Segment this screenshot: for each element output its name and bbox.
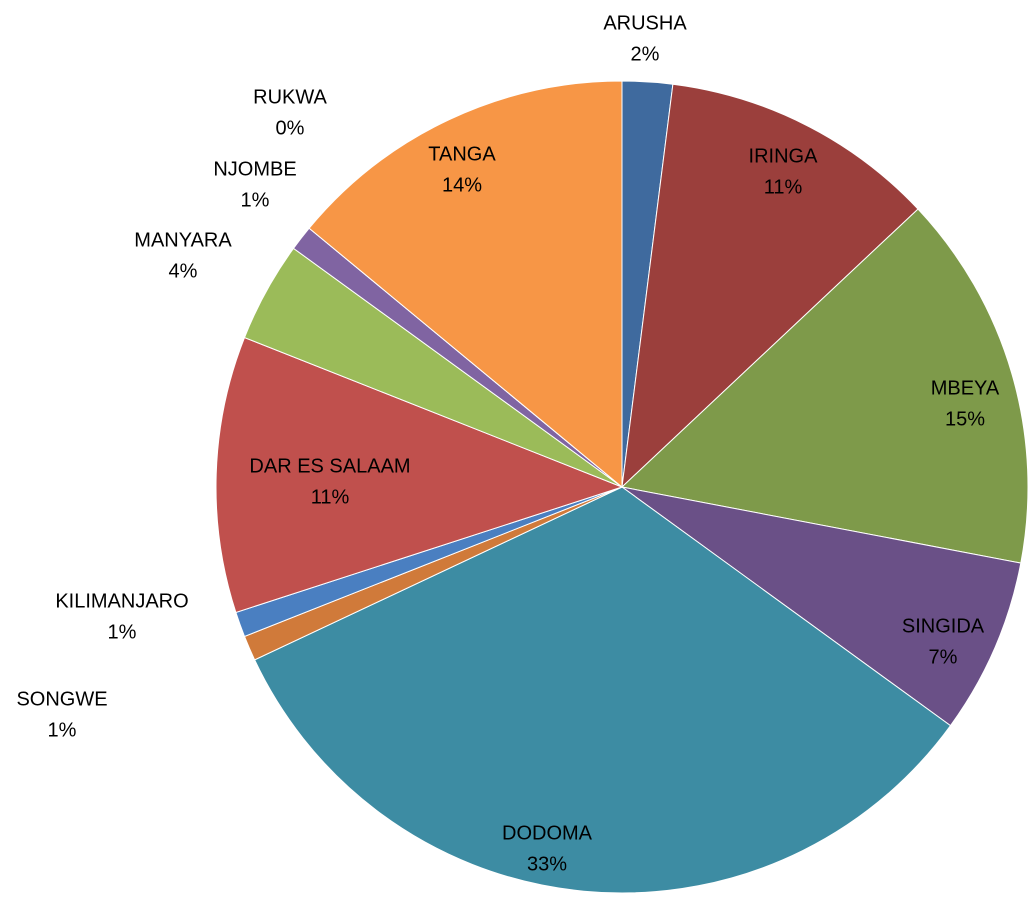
slice-value-label: 0% xyxy=(276,117,305,139)
slice-value-label: 15% xyxy=(945,408,985,430)
slice-value-label: 1% xyxy=(48,719,77,741)
slice-label: ARUSHA xyxy=(603,12,687,34)
slice-label: KILIMANJARO xyxy=(55,590,188,612)
slice-value-label: 11% xyxy=(764,176,803,198)
slice-label: RUKWA xyxy=(253,86,327,108)
slice-value-label: 11% xyxy=(311,486,350,508)
slice-label: MANYARA xyxy=(134,229,232,251)
pie-slice xyxy=(620,208,1029,564)
slice-label: TANGA xyxy=(428,143,496,165)
pie-slice xyxy=(215,336,624,614)
slice-label: SINGIDA xyxy=(902,615,985,637)
slice-value-label: 1% xyxy=(241,189,270,211)
slice-value-label: 4% xyxy=(169,260,198,282)
slice-label: DODOMA xyxy=(502,822,593,844)
slice-value-label: 2% xyxy=(631,43,660,65)
slice-value-label: 1% xyxy=(108,621,137,643)
slice-label: SONGWE xyxy=(16,688,107,710)
slice-label: IRINGA xyxy=(749,145,819,167)
pie-slice xyxy=(621,486,1022,727)
slice-label: MBEYA xyxy=(931,377,1000,399)
slice-label: DAR ES SALAAM xyxy=(249,455,410,477)
slice-value-label: 7% xyxy=(929,646,958,668)
slice-value-label: 14% xyxy=(442,174,482,196)
slice-label: NJOMBE xyxy=(213,158,296,180)
pie-slice xyxy=(308,80,623,489)
pie-slice xyxy=(253,486,952,894)
slice-value-label: 33% xyxy=(527,853,567,875)
pie-slice xyxy=(621,83,919,489)
